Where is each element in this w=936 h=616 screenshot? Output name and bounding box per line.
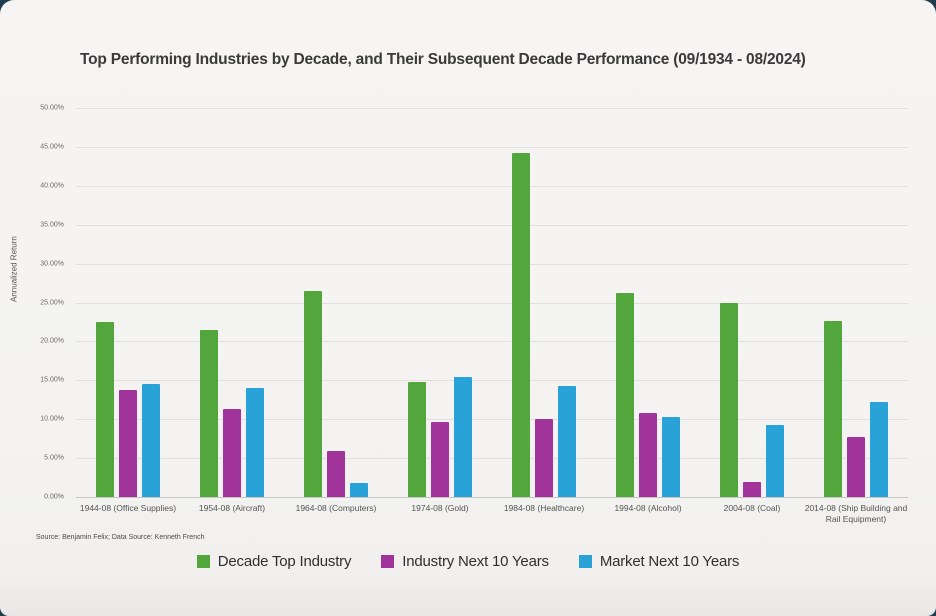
x-axis-label: 1994-08 (Alcohol)	[614, 503, 682, 513]
y-tick-label: 25.00%	[40, 299, 64, 306]
bar	[824, 321, 842, 497]
x-axis-label: 1984-08 (Healthcare)	[503, 503, 585, 513]
bar	[119, 389, 137, 497]
y-axis-title: Annualized Return	[9, 236, 19, 302]
bar	[766, 425, 784, 497]
legend-marker-icon	[381, 555, 395, 568]
grid-layer: 0.00% 5.00% 10.00% 15.00% 20.00% 25.00% 30.00%…	[40, 105, 908, 501]
bar	[142, 384, 160, 497]
legend-item: Industry Next 10 Years	[381, 553, 549, 570]
y-tick-label: 15.00%	[40, 376, 64, 384]
gridline	[76, 341, 908, 343]
chart-title: Top Performing Industries by Decade, and…	[80, 51, 806, 68]
bar	[743, 482, 761, 497]
x-axis-label: 2014-08 (Ship Building and Rail Equipmen…	[804, 503, 908, 525]
bar-group	[824, 108, 888, 497]
legend-label: Industry Next 10 Years	[402, 553, 549, 570]
bar	[454, 377, 472, 497]
legend-label: Market Next 10 Years	[599, 553, 740, 570]
bar	[408, 381, 426, 497]
bar	[223, 409, 241, 497]
bar	[350, 483, 368, 497]
bar	[327, 451, 345, 497]
gridline	[76, 185, 908, 187]
legend-item: Market Next 10 Years	[578, 553, 740, 570]
y-tick-label: 45.00%	[40, 143, 64, 151]
bar-group	[96, 108, 160, 497]
bar	[535, 419, 553, 497]
bar-group	[512, 108, 576, 497]
legend-item: Decade Top Industry	[196, 553, 352, 570]
y-tick-label: 10.00%	[40, 415, 64, 423]
bar	[720, 303, 738, 497]
bar-group	[304, 108, 368, 497]
bar	[639, 412, 657, 497]
bar-layer	[76, 108, 908, 497]
gridline	[76, 146, 908, 148]
legend-label: Decade Top Industry	[217, 553, 352, 570]
bar	[616, 293, 634, 497]
gridline	[76, 419, 908, 421]
plot-area: 0.00% 5.00% 10.00% 15.00% 20.00% 25.00% 30.00%…	[40, 105, 908, 501]
x-axis-labels: 1944-08 (Office Supplies) 1954-08 (Aircra…	[76, 503, 908, 525]
legend-marker-icon	[578, 555, 592, 568]
bar	[558, 385, 576, 497]
gridline	[76, 497, 908, 498]
bar	[870, 402, 888, 497]
bar-group	[720, 108, 784, 497]
bar	[662, 416, 680, 497]
bar	[847, 437, 865, 497]
bar	[246, 388, 264, 497]
gridline	[76, 380, 908, 382]
y-tick-label: 50.00%	[40, 104, 64, 112]
y-tick-label: 5.00%	[44, 454, 64, 462]
y-tick-label: 35.00%	[40, 221, 64, 229]
y-tick-label: 0.00%	[44, 493, 64, 501]
legend-marker-icon	[196, 555, 210, 568]
y-tick-label: 40.00%	[40, 182, 64, 190]
source-note: Source: Benjamin Felix; Data Source: Ken…	[36, 534, 205, 541]
gridline	[76, 302, 908, 304]
x-axis-label: 1954-08 (Aircraft)	[198, 503, 266, 513]
y-tick-label: 20.00%	[40, 337, 64, 345]
x-axis-label: 2004-08 (Coal)	[723, 503, 781, 513]
bar-group	[408, 108, 472, 497]
gridline	[76, 224, 908, 226]
gridline	[76, 458, 908, 460]
gridline	[76, 263, 908, 265]
bar	[200, 329, 218, 497]
bar	[96, 321, 114, 497]
bar	[512, 153, 530, 497]
x-axis-label: 1974-08 (Gold)	[411, 503, 469, 513]
x-axis-label: 1944-08 (Office Supplies)	[79, 503, 177, 513]
y-tick-label: 30.00%	[40, 260, 64, 268]
x-axis-label: 1964-08 (Computers)	[295, 503, 377, 513]
legend: Decade Top Industry Industry Next 10 Year…	[0, 553, 936, 570]
bar-group	[200, 108, 264, 497]
gridline	[76, 108, 908, 109]
bar	[431, 421, 449, 497]
bar	[304, 290, 322, 497]
bar-group	[616, 108, 680, 497]
